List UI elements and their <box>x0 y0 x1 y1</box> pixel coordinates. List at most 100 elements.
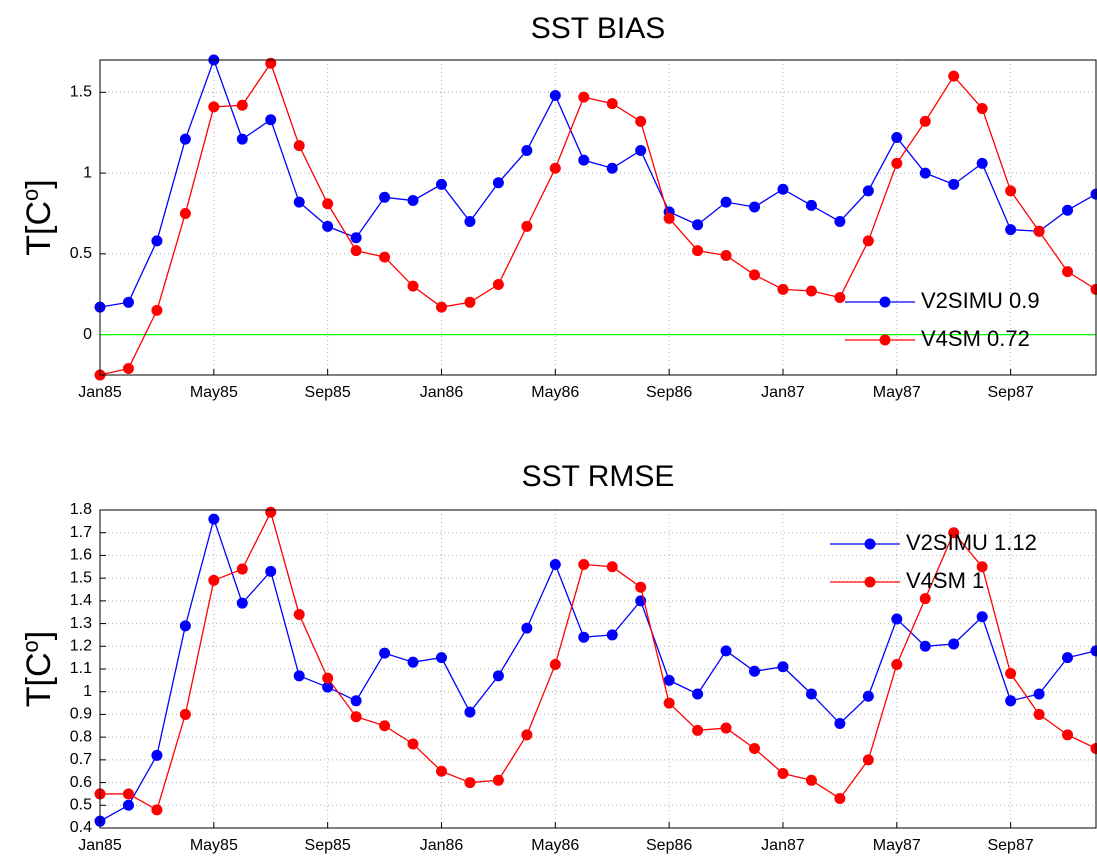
data-point <box>236 99 248 111</box>
data-point <box>777 661 789 673</box>
data-point <box>322 220 334 232</box>
data-point <box>179 620 191 632</box>
data-point <box>1062 729 1074 741</box>
data-point <box>293 196 305 208</box>
data-point <box>692 688 704 700</box>
x-tick-label: Jan85 <box>78 837 122 854</box>
y-tick-label: 1.3 <box>70 615 92 632</box>
data-point <box>948 527 960 539</box>
y-tick-label: 1.8 <box>70 501 92 518</box>
data-point <box>379 720 391 732</box>
data-point <box>236 133 248 145</box>
y-axis-label: T[Co] <box>18 631 59 707</box>
data-point <box>407 738 419 750</box>
data-point <box>805 285 817 297</box>
data-point <box>834 718 846 730</box>
data-point <box>948 638 960 650</box>
data-point <box>179 133 191 145</box>
y-tick-label: 0.7 <box>70 751 92 768</box>
data-point <box>151 749 163 761</box>
data-point <box>464 777 476 789</box>
data-point <box>1033 688 1045 700</box>
data-point <box>322 681 334 693</box>
data-point <box>834 291 846 303</box>
y-axis-label-part: ] <box>20 631 58 640</box>
data-point <box>492 670 504 682</box>
data-point <box>122 788 134 800</box>
data-point <box>1033 708 1045 720</box>
data-point <box>919 640 931 652</box>
data-point <box>464 706 476 718</box>
y-axis-label-part: T[C <box>20 201 58 256</box>
y-axis-label-part: ] <box>20 179 58 188</box>
data-point <box>976 102 988 114</box>
y-axis-label-part: o <box>18 189 43 201</box>
series-line <box>99 58 1097 308</box>
x-tick-label: Jan87 <box>761 837 805 854</box>
data-point <box>635 144 647 156</box>
y-tick-label: 0.5 <box>70 245 92 262</box>
data-point <box>720 722 732 734</box>
y-axis-label-part: T[C <box>20 652 58 707</box>
y-tick-label: 0 <box>83 326 92 343</box>
data-point <box>350 711 362 723</box>
y-tick-label: 0.5 <box>70 797 92 814</box>
data-point <box>435 301 447 313</box>
data-point <box>322 672 334 684</box>
data-point <box>749 665 761 677</box>
data-point <box>606 629 618 641</box>
data-point <box>265 114 277 126</box>
y-axis-label-part: o <box>18 640 43 652</box>
data-point <box>749 743 761 754</box>
x-tick-label: Sep86 <box>646 384 692 401</box>
data-point <box>265 506 277 518</box>
x-tick-label: Jan86 <box>420 837 464 854</box>
data-point <box>151 235 163 247</box>
data-point <box>407 280 419 292</box>
series-line <box>99 61 1097 376</box>
x-tick-label: Sep85 <box>305 384 351 401</box>
data-point <box>435 178 447 190</box>
data-point <box>236 563 248 575</box>
legend-label: V4SM 0.72 <box>921 326 1030 351</box>
data-point <box>1005 185 1017 197</box>
data-point <box>663 697 675 709</box>
y-tick-label: 1.2 <box>70 638 92 655</box>
x-tick-label: Sep87 <box>987 837 1033 854</box>
data-point <box>606 561 618 573</box>
data-point <box>777 283 789 295</box>
x-tick-label: May85 <box>190 837 238 854</box>
y-axis-label: T[Co] <box>18 179 59 255</box>
data-point <box>549 162 561 174</box>
data-point <box>521 729 533 741</box>
data-point <box>1090 645 1097 657</box>
x-tick-label: Jan86 <box>420 384 464 401</box>
y-tick-label: 1.5 <box>70 569 92 586</box>
data-point <box>976 561 988 573</box>
y-tick-label: 0.6 <box>70 774 92 791</box>
data-point <box>578 154 590 166</box>
y-tick-label: 0.8 <box>70 728 92 745</box>
data-point <box>606 98 618 110</box>
data-point <box>379 647 391 659</box>
data-point <box>151 804 163 816</box>
data-point <box>720 196 732 208</box>
data-point <box>862 185 874 197</box>
x-tick-label: Sep87 <box>987 384 1033 401</box>
legend-label: V2SIMU 0.9 <box>921 288 1040 313</box>
data-point <box>322 198 334 210</box>
data-point <box>464 296 476 308</box>
data-point <box>635 581 647 593</box>
data-point <box>521 220 533 232</box>
data-point <box>1062 652 1074 664</box>
data-point <box>435 652 447 664</box>
x-tick-label: Sep86 <box>646 837 692 854</box>
data-point <box>862 754 874 766</box>
data-point <box>1033 225 1045 237</box>
data-point <box>919 115 931 127</box>
data-point <box>919 167 931 179</box>
data-point <box>891 157 903 169</box>
data-point <box>749 269 761 281</box>
data-point <box>663 674 675 686</box>
